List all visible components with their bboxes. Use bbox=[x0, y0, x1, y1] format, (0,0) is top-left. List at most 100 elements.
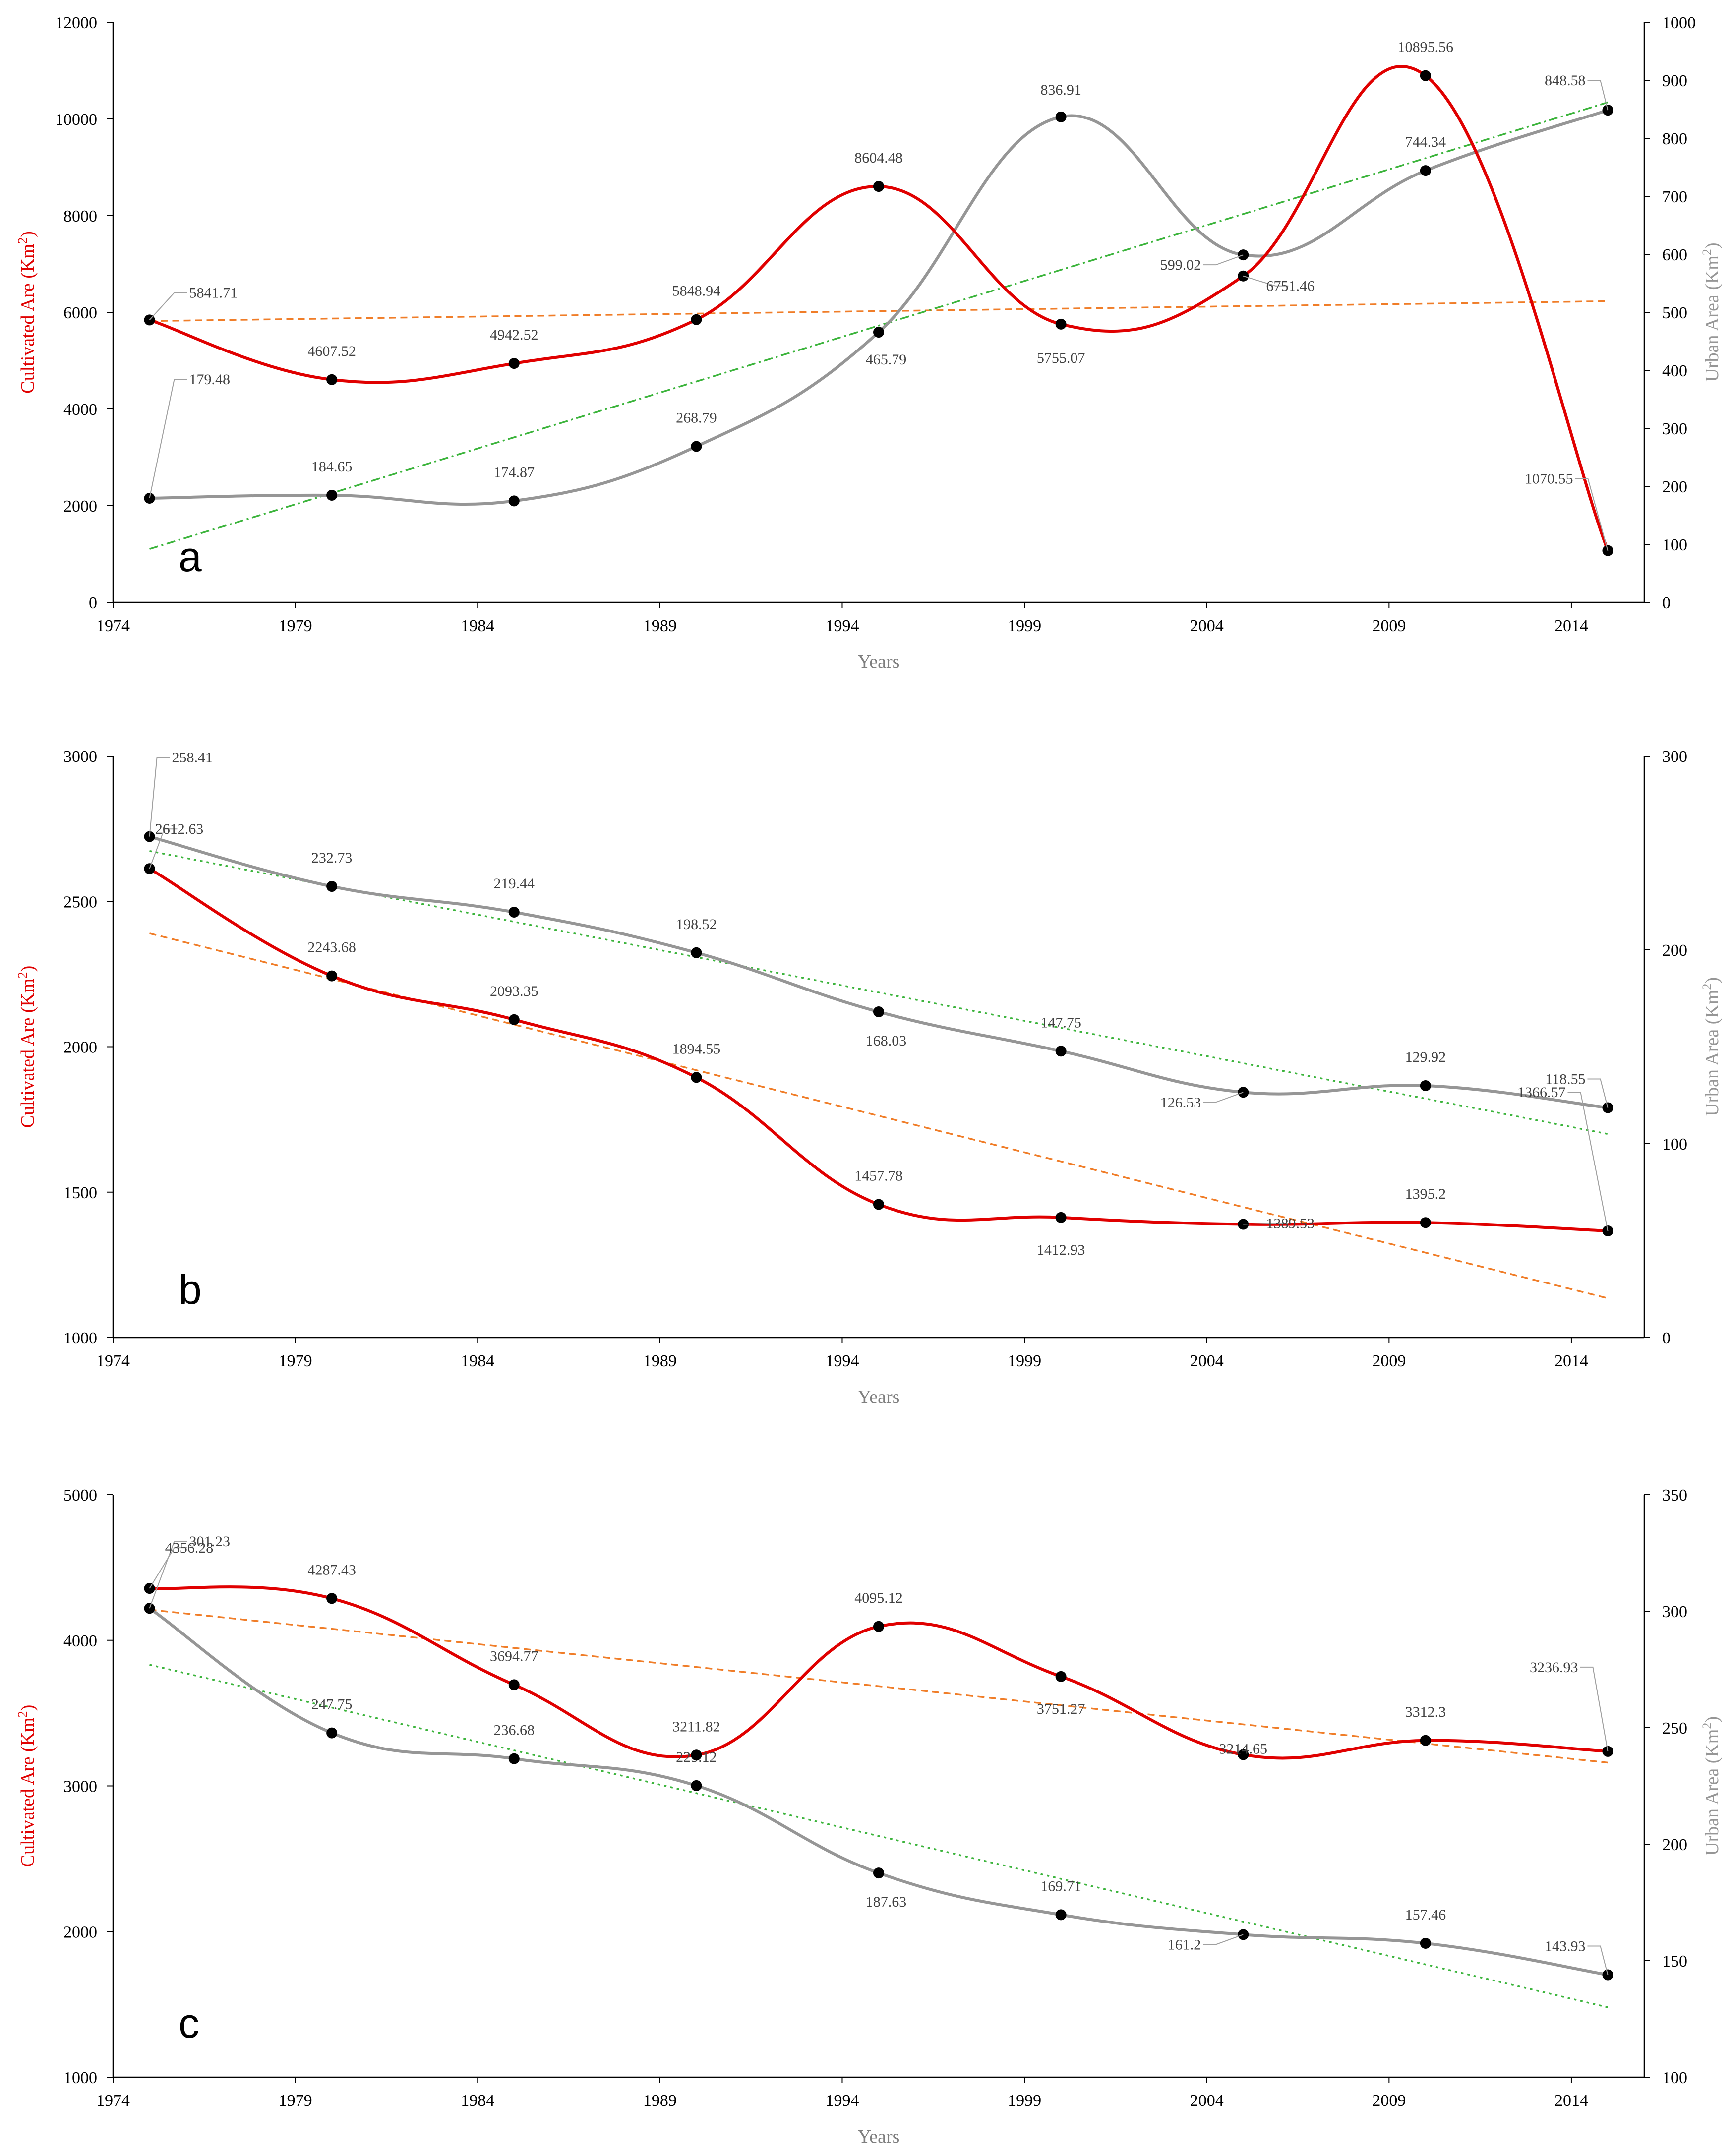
y-right-tick-label: 1000 bbox=[1662, 14, 1696, 32]
cultivated-trend-line bbox=[149, 1609, 1608, 1764]
panel-letter: c bbox=[179, 2000, 199, 2046]
urban-point bbox=[873, 1867, 884, 1879]
urban-point bbox=[873, 1006, 884, 1018]
cultivated-data-label: 1894.55 bbox=[672, 1041, 721, 1057]
urban-label-leader bbox=[149, 379, 187, 499]
y-right-tick-label: 900 bbox=[1662, 72, 1687, 90]
cultivated-label-leader bbox=[149, 1547, 187, 1589]
urban-trend-line bbox=[149, 101, 1608, 550]
urban-data-label: 187.63 bbox=[866, 1894, 907, 1910]
cultivated-point bbox=[691, 1072, 702, 1083]
urban-data-label: 198.52 bbox=[676, 916, 717, 932]
x-tick-label: 1979 bbox=[279, 617, 312, 635]
urban-point bbox=[508, 1753, 520, 1764]
x-tick-label: 1994 bbox=[825, 2092, 859, 2110]
cultivated-point bbox=[326, 374, 338, 385]
x-tick-label: 1974 bbox=[96, 617, 130, 635]
x-axis-title: Years bbox=[858, 651, 900, 672]
cultivated-label-leader bbox=[1575, 478, 1609, 551]
x-axis-title: Years bbox=[858, 2126, 900, 2147]
x-tick-label: 2009 bbox=[1372, 617, 1406, 635]
cultivated-label-leader bbox=[1567, 1092, 1609, 1231]
x-tick-label: 1999 bbox=[1008, 617, 1041, 635]
y-right-tick-label: 350 bbox=[1662, 1486, 1687, 1505]
cultivated-data-label: 3312.3 bbox=[1405, 1704, 1446, 1720]
y-right-axis-title: Urban Area (Km2) bbox=[1700, 977, 1723, 1116]
urban-point bbox=[1420, 1937, 1431, 1949]
cultivated-data-label: 3751.27 bbox=[1037, 1701, 1085, 1717]
y-left-tick-label: 4000 bbox=[63, 401, 97, 419]
urban-data-label: 143.93 bbox=[1545, 1938, 1586, 1955]
cultivated-point bbox=[873, 181, 884, 192]
panel-a: 1974 1979 1984 1989 1994 1999 2004 2009 2014 0 200… bbox=[15, 14, 1723, 672]
y-left-tick-label: 2000 bbox=[63, 1923, 97, 1941]
urban-point bbox=[326, 489, 338, 501]
urban-point bbox=[1055, 111, 1067, 122]
x-tick-label: 1979 bbox=[279, 2092, 312, 2110]
urban-data-label: 126.53 bbox=[1160, 1094, 1201, 1110]
cultivated-data-label: 1457.78 bbox=[854, 1168, 903, 1184]
panel-b: 1974 1979 1984 1989 1994 1999 2004 2009 20141000… bbox=[15, 748, 1723, 1407]
urban-label-leader bbox=[149, 757, 170, 837]
y-left-tick-label: 3000 bbox=[63, 1778, 97, 1796]
y-right-tick-label: 100 bbox=[1662, 2069, 1687, 2087]
x-tick-label: 2004 bbox=[1190, 617, 1224, 635]
x-tick-label: 1984 bbox=[461, 617, 494, 635]
y-right-tick-label: 500 bbox=[1662, 304, 1687, 322]
x-axis-title: Years bbox=[858, 1387, 900, 1407]
cultivated-data-label: 4287.43 bbox=[307, 1562, 356, 1578]
cultivated-point bbox=[873, 1199, 884, 1210]
y-left-tick-label: 10000 bbox=[55, 111, 97, 129]
cultivated-data-label: 1412.93 bbox=[1037, 1242, 1085, 1258]
panel-c: 1974 1979 1984 1989 1994 1999 2004 2009 2014 1000… bbox=[15, 1486, 1723, 2147]
cultivated-point bbox=[691, 1749, 702, 1761]
urban-point bbox=[873, 327, 884, 338]
cultivated-point bbox=[1420, 1217, 1431, 1228]
urban-series-line bbox=[149, 835, 1608, 1109]
x-tick-label: 2009 bbox=[1372, 1352, 1406, 1370]
cultivated-data-label: 1070.55 bbox=[1525, 471, 1573, 487]
cultivated-point bbox=[873, 1621, 884, 1632]
cultivated-data-label: 3694.77 bbox=[490, 1648, 538, 1664]
cultivated-trend-line bbox=[149, 300, 1608, 322]
cultivated-data-label: 1366.57 bbox=[1517, 1084, 1566, 1101]
urban-data-label: 169.71 bbox=[1040, 1878, 1081, 1894]
urban-point bbox=[1420, 165, 1431, 176]
y-left-tick-label: 12000 bbox=[55, 14, 97, 32]
urban-data-label: 836.91 bbox=[1040, 82, 1081, 98]
x-tick-label: 1989 bbox=[643, 2092, 677, 2110]
urban-label-leader bbox=[1203, 254, 1244, 266]
y-left-tick-label: 1000 bbox=[63, 1329, 97, 1347]
urban-data-label: 232.73 bbox=[311, 850, 353, 866]
cultivated-data-label: 2612.63 bbox=[155, 821, 204, 837]
x-tick-label: 1974 bbox=[96, 1352, 130, 1370]
urban-data-label: 236.68 bbox=[494, 1722, 535, 1739]
x-tick-label: 1979 bbox=[279, 1352, 312, 1370]
cultivated-data-label: 5755.07 bbox=[1037, 350, 1085, 366]
cultivated-data-label: 3211.82 bbox=[672, 1718, 720, 1735]
y-right-tick-label: 0 bbox=[1662, 1329, 1671, 1347]
y-right-tick-label: 0 bbox=[1662, 594, 1671, 612]
x-tick-label: 1989 bbox=[643, 617, 677, 635]
urban-label-leader bbox=[1587, 1945, 1609, 1975]
y-right-tick-label: 600 bbox=[1662, 246, 1687, 264]
cultivated-label-leader bbox=[1243, 275, 1289, 287]
cultivated-data-label: 4607.52 bbox=[307, 343, 356, 359]
y-left-tick-label: 2500 bbox=[63, 893, 97, 911]
y-left-tick-label: 4000 bbox=[63, 1632, 97, 1650]
urban-label-leader bbox=[1587, 1078, 1609, 1108]
y-right-tick-label: 300 bbox=[1662, 420, 1687, 438]
urban-trend-line bbox=[149, 1664, 1608, 2008]
y-left-axis-title: Cultivated Are (Km2) bbox=[15, 1705, 39, 1867]
urban-data-label: 179.48 bbox=[189, 371, 231, 388]
urban-data-label: 599.02 bbox=[1160, 257, 1201, 273]
cultivated-data-label: 3214.65 bbox=[1219, 1741, 1267, 1757]
urban-point bbox=[1055, 1909, 1067, 1921]
cultivated-point bbox=[508, 1679, 520, 1690]
cultivated-label-leader bbox=[149, 292, 187, 321]
urban-label-leader bbox=[1203, 1092, 1244, 1103]
cultivated-point bbox=[1055, 1212, 1067, 1223]
x-tick-label: 1989 bbox=[643, 1352, 677, 1370]
cultivated-series-line bbox=[149, 1585, 1608, 1760]
urban-data-label: 174.87 bbox=[494, 464, 535, 480]
